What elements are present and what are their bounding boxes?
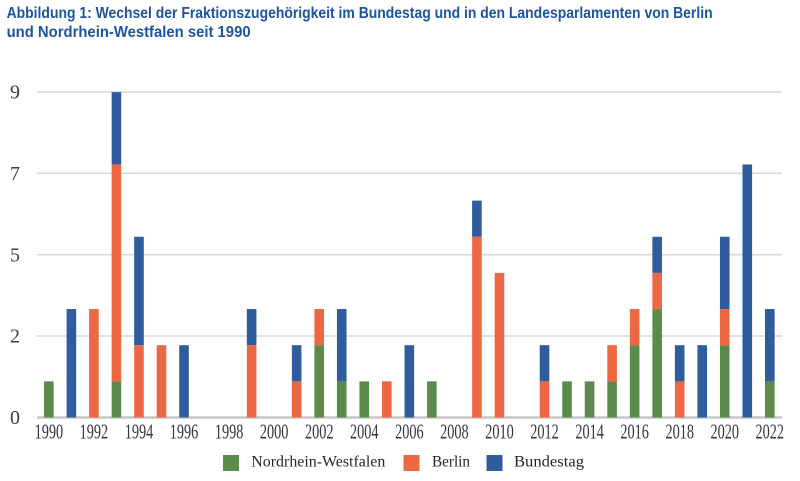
svg-text:2000: 2000 [260, 420, 289, 444]
svg-text:2018: 2018 [665, 420, 694, 444]
svg-text:Berlin: Berlin [432, 454, 470, 471]
svg-text:Nordrhein-Westfalen: Nordrhein-Westfalen [251, 454, 385, 471]
svg-text:1998: 1998 [215, 420, 244, 444]
svg-text:und Nordrhein-Westfalen seit 1: und Nordrhein-Westfalen seit 1990 [7, 24, 251, 41]
svg-text:2008: 2008 [440, 420, 469, 444]
svg-text:1994: 1994 [125, 420, 154, 444]
svg-text:1996: 1996 [170, 420, 199, 444]
svg-text:1990: 1990 [35, 420, 64, 444]
svg-text:9: 9 [10, 82, 20, 104]
svg-text:2014: 2014 [575, 420, 604, 444]
svg-text:Bundestag: Bundestag [514, 454, 584, 471]
svg-text:7: 7 [10, 163, 20, 185]
svg-text:Abbildung 1: Wechsel der Frakt: Abbildung 1: Wechsel der Fraktionszugehö… [7, 5, 713, 22]
svg-text:2006: 2006 [395, 420, 424, 444]
svg-text:2012: 2012 [530, 420, 559, 444]
svg-text:5: 5 [10, 244, 20, 266]
svg-text:1992: 1992 [80, 420, 109, 444]
svg-text:0: 0 [10, 407, 20, 429]
svg-text:2010: 2010 [485, 420, 514, 444]
svg-text:2004: 2004 [350, 420, 379, 444]
svg-text:2: 2 [10, 326, 20, 348]
svg-text:2022: 2022 [756, 420, 785, 444]
svg-text:2002: 2002 [305, 420, 334, 444]
svg-text:2016: 2016 [620, 420, 649, 444]
svg-text:2020: 2020 [711, 420, 740, 444]
